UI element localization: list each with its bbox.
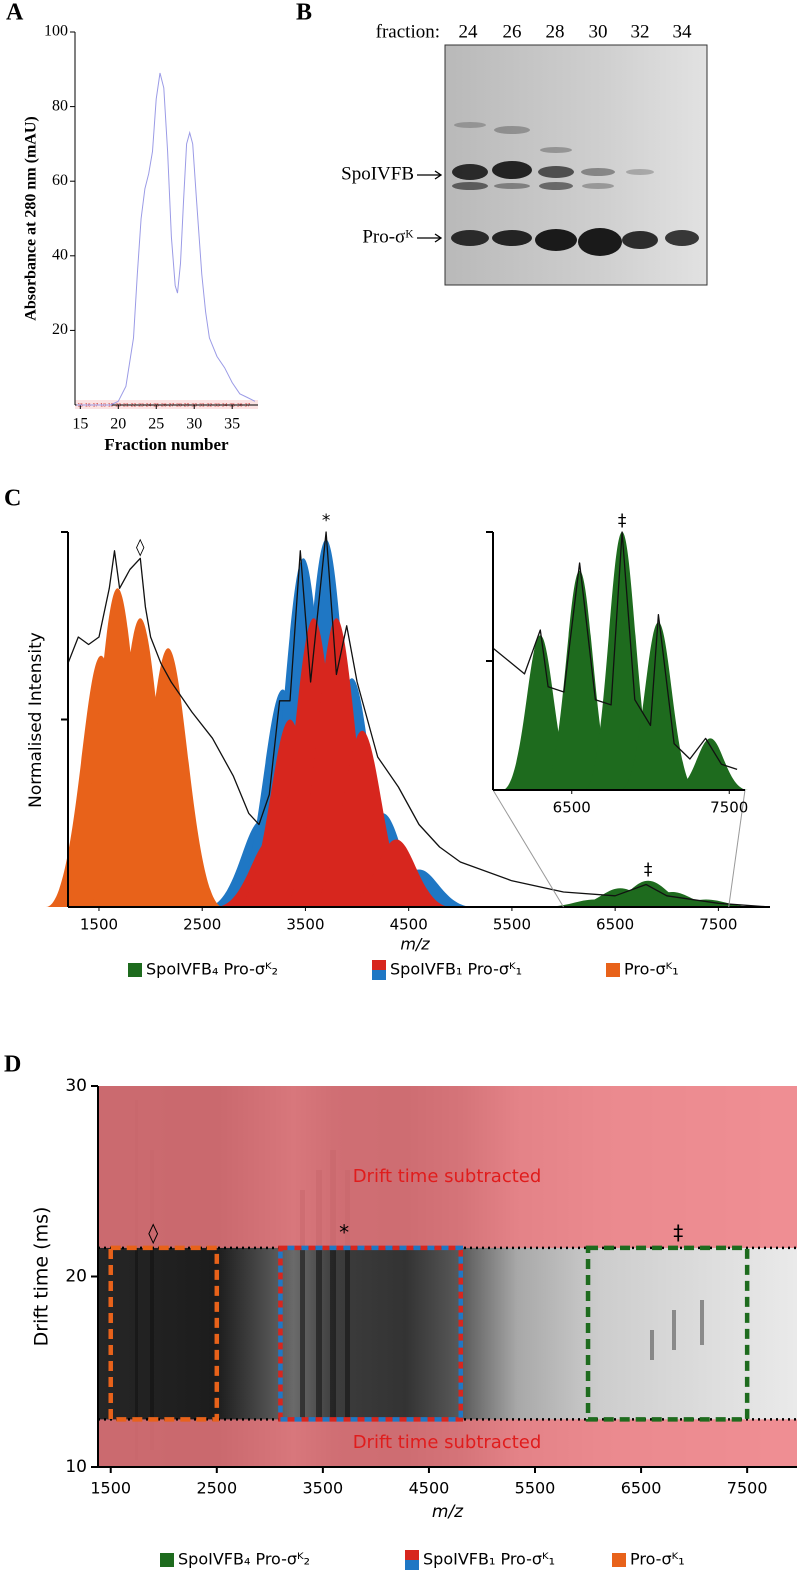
y-axis-label: Absorbance at 280 nm (mAU) xyxy=(23,116,40,320)
legend-label: SpoIVFB₁ Pro-σᴷ₁ xyxy=(390,960,522,979)
annotation: ‡ xyxy=(618,511,627,531)
annotation: * xyxy=(339,1220,349,1244)
peak xyxy=(650,899,761,907)
gel-bands xyxy=(451,122,699,256)
x-tick-label: 1500 xyxy=(90,1479,131,1498)
region-box xyxy=(585,1245,750,1422)
x-tick-label: 20 xyxy=(110,416,126,433)
peak xyxy=(113,648,224,907)
annotation: * xyxy=(322,511,331,531)
lane-label: 26 xyxy=(503,21,522,42)
shade-label: Drift time subtracted xyxy=(353,1432,542,1453)
peak xyxy=(672,738,749,790)
x-tick-label: 3500 xyxy=(303,1479,344,1498)
x-tick-label: 7500 xyxy=(727,1479,768,1498)
x-tick-label: 5500 xyxy=(493,916,531,934)
y-tick-label: 20 xyxy=(65,1267,87,1287)
x-tick-label: 4500 xyxy=(390,916,428,934)
y-tick-label: 40 xyxy=(52,246,68,263)
gel-prefix: fraction: xyxy=(376,21,440,42)
y-axis-label: Normalised Intensity xyxy=(26,632,46,808)
peak xyxy=(620,622,697,790)
legend-swatch xyxy=(612,1553,626,1567)
region-box xyxy=(278,1245,464,1422)
legend-label: SpoIVFB₄ Pro-σᴷ₂ xyxy=(146,960,278,979)
x-axis-label: m/z xyxy=(400,935,430,954)
x-tick-label: 2500 xyxy=(196,1479,237,1498)
inset-connector xyxy=(492,789,564,908)
annotation: ‡ xyxy=(673,1220,683,1244)
panel-label: A xyxy=(6,0,24,26)
legend-label: Pro-σᴷ₁ xyxy=(624,960,679,979)
band-label: Pro-σᴷ xyxy=(362,226,414,247)
lane-label: 32 xyxy=(631,21,650,42)
panel-label: C xyxy=(4,486,21,512)
panel-label: D xyxy=(4,1052,21,1078)
peak xyxy=(541,570,618,790)
spectrum-line xyxy=(492,531,738,771)
y-tick-label: 20 xyxy=(52,321,68,338)
gel: fraction: 24 26 28 30 32 34 SpoIVFB Pro-… xyxy=(341,21,708,286)
region-box xyxy=(108,1245,220,1422)
annotation: ‡ xyxy=(644,860,653,880)
y-tick-label: 100 xyxy=(44,23,68,40)
panel-label: B xyxy=(296,0,312,26)
x-tick-label: 6500 xyxy=(553,799,591,817)
x-tick-label: 7500 xyxy=(710,799,748,817)
y-tick-label: 30 xyxy=(65,1076,87,1096)
x-tick-label: 6500 xyxy=(621,1479,662,1498)
lane-label: 34 xyxy=(673,21,693,42)
legend-label: Pro-σᴷ₁ xyxy=(630,1550,685,1569)
subtracted-region xyxy=(98,1419,797,1467)
legend-swatch xyxy=(606,963,620,977)
subtracted-region xyxy=(98,1086,797,1248)
x-axis-label: m/z xyxy=(432,1502,464,1522)
gel-frame xyxy=(444,44,708,286)
x-tick-label: 35 xyxy=(224,416,240,433)
x-tick-label: 7500 xyxy=(699,916,737,934)
inset-connector xyxy=(728,789,746,908)
legend-swatch xyxy=(372,970,386,980)
x-tick-label: 2500 xyxy=(183,916,221,934)
annotation: ◊ xyxy=(148,1220,158,1244)
region-box xyxy=(278,1245,464,1422)
band-label: SpoIVFB xyxy=(341,163,414,184)
legend-swatch xyxy=(405,1560,419,1570)
lane-label: 30 xyxy=(589,21,608,42)
x-tick-label: 15 xyxy=(72,416,88,433)
y-axis-label: Drift time (ms) xyxy=(31,1207,53,1347)
peak xyxy=(341,839,452,907)
legend-label: SpoIVFB₄ Pro-σᴷ₂ xyxy=(178,1550,310,1569)
y-tick-label: 10 xyxy=(65,1457,87,1477)
x-tick-label: 5500 xyxy=(515,1479,556,1498)
y-tick-label: 80 xyxy=(52,97,68,114)
annotation: ◊ xyxy=(136,537,145,557)
x-axis-label: Fraction number xyxy=(104,435,229,454)
shade-label: Drift time subtracted xyxy=(353,1166,542,1187)
band-arrows xyxy=(417,170,443,243)
legend-swatch xyxy=(372,960,386,970)
x-tick-label: 3500 xyxy=(286,916,324,934)
x-tick-label: 30 xyxy=(186,416,202,433)
lane-label: 28 xyxy=(546,21,565,42)
legend-swatch xyxy=(160,1553,174,1567)
lane-label: 24 xyxy=(459,21,479,42)
absorbance-line xyxy=(76,72,256,406)
x-tick-label: 6500 xyxy=(596,916,634,934)
x-tick-label: 4500 xyxy=(409,1479,450,1498)
spectrum-line xyxy=(67,531,771,908)
y-tick-label: 60 xyxy=(52,172,68,189)
legend-swatch xyxy=(128,963,142,977)
legend-swatch xyxy=(405,1550,419,1560)
x-tick-label: 1500 xyxy=(80,916,118,934)
legend-label: SpoIVFB₁ Pro-σᴷ₁ xyxy=(423,1550,555,1569)
x-tick-label: 25 xyxy=(148,416,164,433)
